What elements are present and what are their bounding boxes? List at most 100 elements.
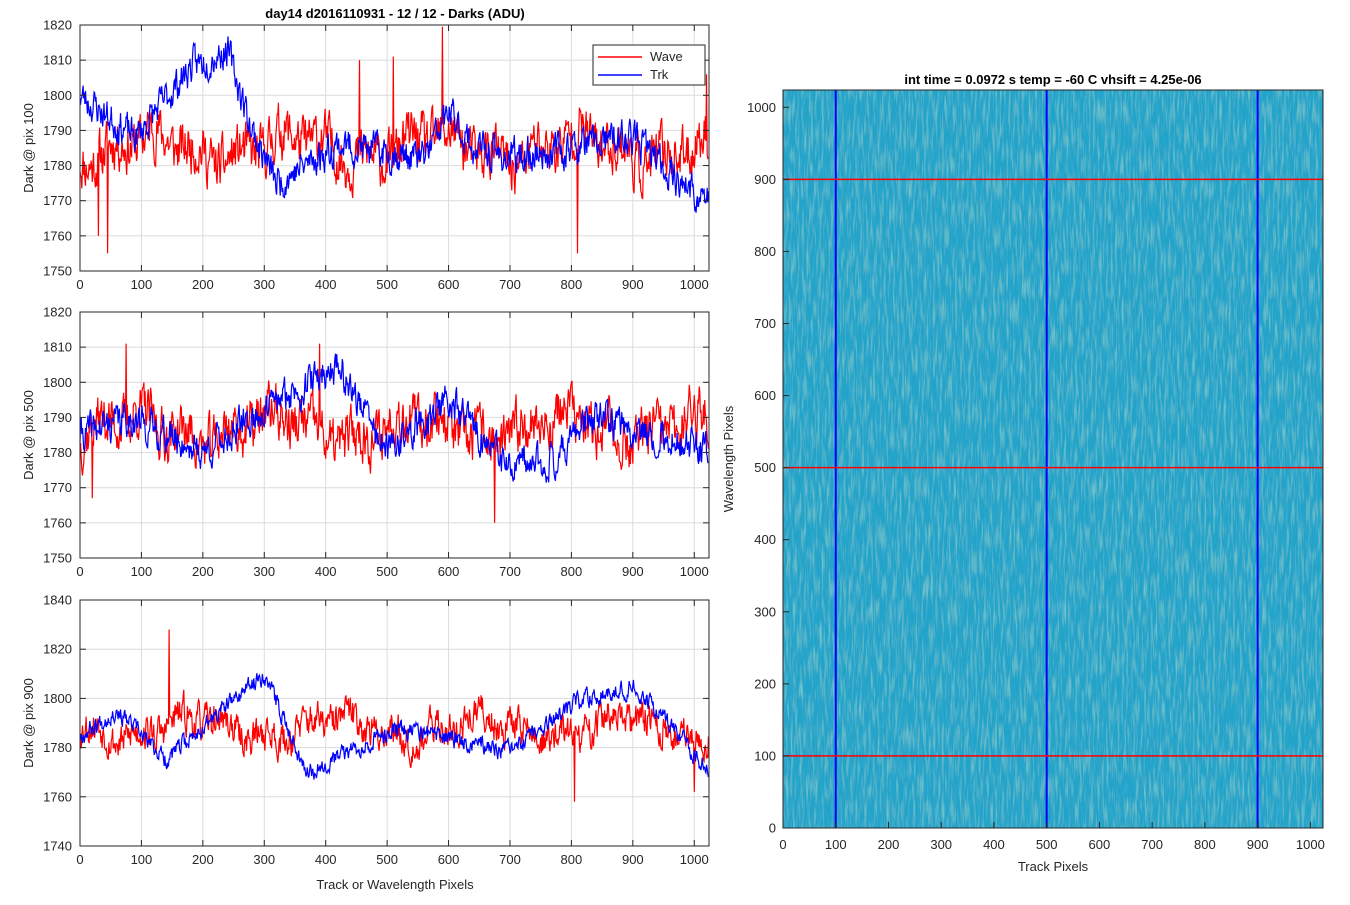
y-label-pix-500: Dark @ pix 500 <box>21 390 36 480</box>
y-tick-label: 1750 <box>43 551 72 566</box>
series-line-trk <box>79 36 709 213</box>
axes-box-pix-900 <box>79 599 710 847</box>
y-tick-label: 1820 <box>43 18 72 33</box>
y-tick-label: 1790 <box>43 123 72 138</box>
y-tick-label: 200 <box>754 676 776 691</box>
y-tick-label: 1790 <box>43 410 72 425</box>
x-tick-label: 600 <box>438 564 460 579</box>
x-tick-label: 100 <box>825 837 847 852</box>
y-tick-label: 1840 <box>43 593 72 608</box>
x-tick-label: 900 <box>1247 837 1269 852</box>
x-tick-label: 100 <box>131 852 153 867</box>
y-tick-label: 1820 <box>43 642 72 657</box>
figure-title: day14 d2016110931 - 12 / 12 - Darks (ADU… <box>265 6 524 21</box>
x-tick-label: 300 <box>253 852 275 867</box>
y-tick-label: 300 <box>754 604 776 619</box>
y-tick-label: 500 <box>754 460 776 475</box>
y-tick-label: 1800 <box>43 691 72 706</box>
y-tick-label: 1810 <box>43 53 72 68</box>
y-tick-label: 900 <box>754 172 776 187</box>
x-tick-label: 1000 <box>680 852 709 867</box>
series-line-trk <box>79 353 709 483</box>
y-tick-label: 800 <box>754 244 776 259</box>
y-tick-label: 1780 <box>43 158 72 173</box>
grid-pix-900 <box>79 599 709 847</box>
y-tick-label: 0 <box>769 821 776 836</box>
x-tick-label: 700 <box>499 564 521 579</box>
x-tick-label: 200 <box>192 564 214 579</box>
x-ticks-pix-900: 0 100 200 300 400 500 600 700 800 900 1000 <box>76 600 709 867</box>
series-pix-900 <box>79 629 709 802</box>
x-tick-label: 300 <box>253 564 275 579</box>
y-tick-label: 1760 <box>43 515 72 530</box>
y-tick-label: 400 <box>754 532 776 547</box>
legend[interactable]: Wave Trk <box>592 44 706 86</box>
y-ticks-heatmap: 0 100 200 300 400 500 600 700 800 900 1000 <box>747 100 789 836</box>
x-tick-label: 200 <box>878 837 900 852</box>
series-line-trk <box>79 673 709 780</box>
y-ticks-pix-900: 1740 1760 1780 1800 1820 1840 <box>43 593 709 854</box>
x-tick-label: 600 <box>1089 837 1111 852</box>
x-tick-label: 200 <box>192 277 214 292</box>
x-tick-label: 800 <box>561 852 583 867</box>
panel-heatmap: int time = 0.0972 s temp = -60 C vhsift … <box>721 72 1325 874</box>
series-line-wave <box>79 629 709 802</box>
x-tick-label: 700 <box>499 277 521 292</box>
x-tick-label: 0 <box>76 564 83 579</box>
x-tick-label: 800 <box>561 564 583 579</box>
y-tick-label: 1800 <box>43 375 72 390</box>
series-pix-100 <box>79 26 709 254</box>
grid-pix-500 <box>79 311 709 559</box>
x-tick-label: 400 <box>315 564 337 579</box>
y-ticks-pix-500: 1750 1760 1770 1780 1790 1800 1810 1820 <box>43 305 709 566</box>
y-tick-label: 1750 <box>43 264 72 279</box>
x-tick-label: 800 <box>1194 837 1216 852</box>
panel-pix-900: 0 100 200 300 400 500 600 700 800 900 1000 1740 176… <box>21 593 710 892</box>
legend-trk-label: Trk <box>650 67 669 82</box>
x-ticks-pix-500: 0 100 200 300 400 500 600 700 800 900 1000 <box>76 312 709 579</box>
x-tick-label: 400 <box>315 277 337 292</box>
legend-box <box>592 44 706 86</box>
y-ticks-pix-100: 1750 1760 1770 1780 1790 1800 1810 1820 <box>43 18 709 279</box>
y-tick-label: 1780 <box>43 445 72 460</box>
y-tick-label: 1000 <box>747 100 776 115</box>
x-tick-label: 500 <box>376 277 398 292</box>
x-tick-label: 400 <box>315 852 337 867</box>
y-label-pix-900: Dark @ pix 900 <box>21 678 36 768</box>
y-tick-label: 100 <box>754 748 776 763</box>
legend-wave-label: Wave <box>650 49 683 64</box>
heatmap-y-label: Wavelength Pixels <box>721 405 736 512</box>
x-ticks-heatmap: 0 100 200 300 400 500 600 700 800 900 1000 <box>779 822 1325 852</box>
x-tick-label: 500 <box>1036 837 1058 852</box>
x-tick-label: 900 <box>622 277 644 292</box>
x-tick-label: 1000 <box>680 277 709 292</box>
x-tick-label: 800 <box>561 277 583 292</box>
y-tick-label: 1820 <box>43 305 72 320</box>
heatmap-texture <box>783 90 1323 828</box>
heatmap-title: int time = 0.0972 s temp = -60 C vhsift … <box>904 72 1201 87</box>
x-tick-label: 400 <box>983 837 1005 852</box>
x-tick-label: 0 <box>76 852 83 867</box>
y-tick-label: 600 <box>754 388 776 403</box>
x-label-bottom: Track or Wavelength Pixels <box>316 877 474 892</box>
x-tick-label: 600 <box>438 852 460 867</box>
x-tick-label: 300 <box>253 277 275 292</box>
y-tick-label: 1780 <box>43 740 72 755</box>
x-tick-label: 700 <box>499 852 521 867</box>
y-tick-label: 1770 <box>43 480 72 495</box>
y-tick-label: 1800 <box>43 88 72 103</box>
y-tick-label: 700 <box>754 316 776 331</box>
x-tick-label: 200 <box>192 852 214 867</box>
panel-pix-100: day14 d2016110931 - 12 / 12 - Darks (ADU… <box>21 6 710 292</box>
x-tick-label: 100 <box>131 564 153 579</box>
x-tick-label: 500 <box>376 852 398 867</box>
y-tick-label: 1740 <box>43 839 72 854</box>
heatmap-markers <box>783 90 1323 828</box>
x-tick-label: 1000 <box>680 564 709 579</box>
heatmap-x-label: Track Pixels <box>1018 859 1089 874</box>
x-tick-label: 100 <box>131 277 153 292</box>
x-tick-label: 1000 <box>1296 837 1325 852</box>
series-pix-500 <box>79 343 709 523</box>
